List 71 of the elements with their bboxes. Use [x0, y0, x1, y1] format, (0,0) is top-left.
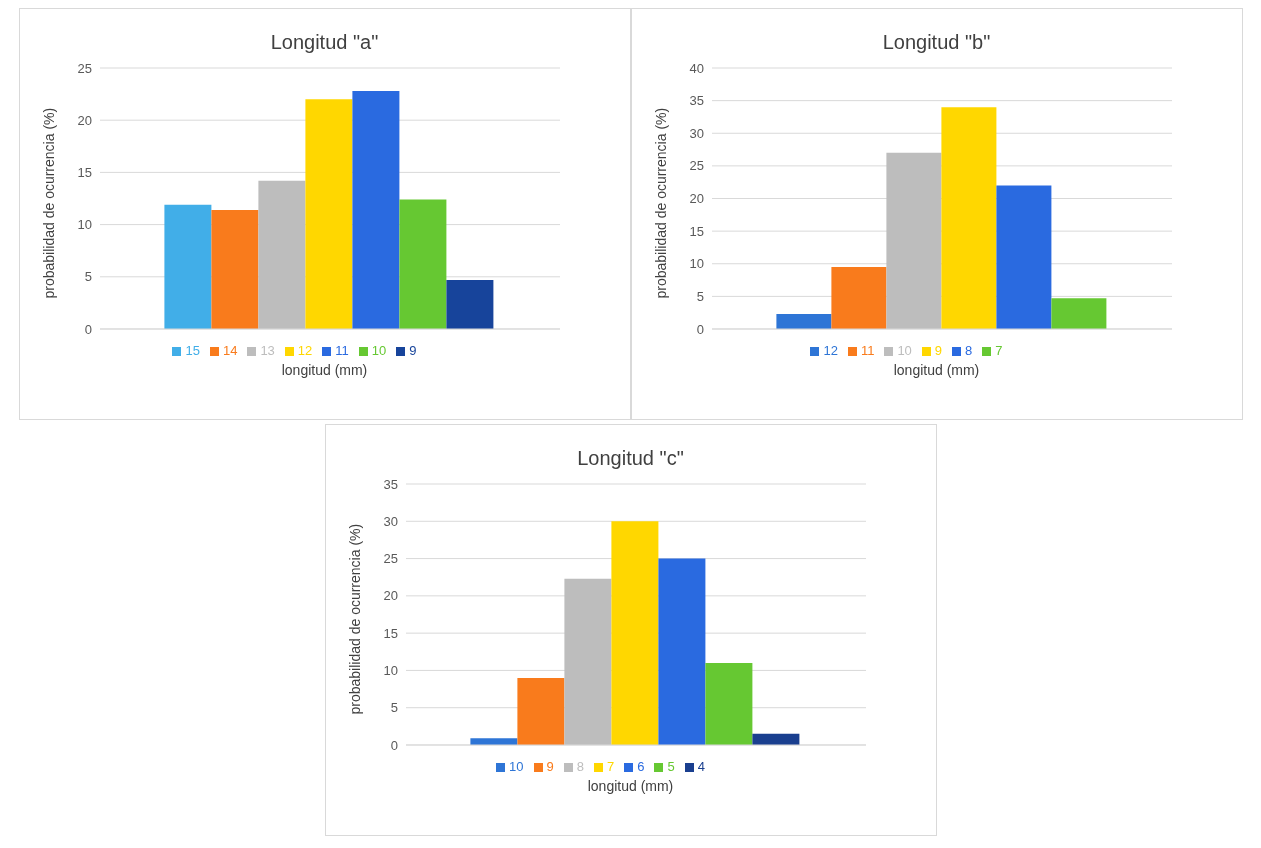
legend-label: 11: [335, 343, 349, 358]
bar: [163, 204, 211, 329]
legend-label: 9: [409, 343, 417, 358]
legend-label: 10: [509, 759, 524, 774]
legend-label: 9: [546, 759, 554, 774]
legend-label: 7: [995, 343, 1003, 358]
chart-title: Longitud "b": [882, 31, 991, 54]
y-tick-label: 10: [77, 217, 92, 233]
y-tick-label: 25: [689, 158, 704, 174]
bar: [304, 99, 352, 329]
bar: [995, 185, 1051, 329]
bar: [398, 199, 446, 329]
legend-label: 12: [297, 343, 313, 358]
legend-label: 9: [934, 343, 943, 358]
bar: [830, 267, 886, 329]
legend-label: 10: [371, 343, 387, 358]
chart-title: Longitud "a": [270, 31, 379, 54]
y-tick-label: 0: [84, 321, 92, 337]
legend-label: 4: [697, 759, 705, 774]
bar: [257, 180, 305, 329]
bar: [885, 152, 941, 329]
bar: [940, 107, 996, 329]
y-tick-label: 15: [383, 625, 398, 641]
y-tick-label: 20: [689, 191, 704, 207]
y-tick-label: 25: [383, 551, 398, 567]
bar: [210, 209, 258, 329]
legend-label: 12: [823, 343, 838, 358]
x-axis-title: longitud (mm): [587, 778, 674, 794]
y-tick-label: 30: [689, 125, 704, 141]
legend-label: 6: [637, 759, 645, 774]
legend-label: 10: [897, 343, 912, 358]
bar: [704, 662, 752, 745]
y-tick-label: 15: [689, 223, 704, 239]
y-tick-label: 35: [383, 476, 398, 492]
y-tick-label: 20: [77, 112, 92, 128]
y-tick-label: 0: [390, 737, 398, 753]
y-tick-label: 5: [390, 700, 398, 716]
y-tick-label: 35: [689, 93, 704, 109]
bar: [469, 738, 517, 745]
y-tick-label: 15: [77, 165, 92, 181]
bar: [610, 521, 658, 745]
chart-title: Longitud "c": [577, 447, 684, 470]
y-tick-label: 5: [696, 288, 704, 304]
bar: [775, 313, 831, 329]
legend-label: 13: [260, 343, 275, 358]
y-tick-label: 10: [383, 663, 398, 679]
y-axis-title: probabilidad de ocurrencia (%): [40, 107, 57, 299]
bar: [445, 279, 493, 329]
y-axis-title: probabilidad de ocurrencia (%): [346, 523, 363, 715]
x-axis-title: longitud (mm): [281, 362, 368, 378]
y-tick-label: 40: [689, 60, 704, 76]
legend-label: 8: [576, 759, 584, 774]
x-axis-title: longitud (mm): [893, 362, 980, 378]
legend-label: 7: [607, 759, 615, 774]
y-tick-label: 10: [689, 256, 704, 272]
bar: [351, 90, 399, 329]
bar: [1050, 298, 1106, 329]
y-tick-label: 0: [696, 321, 704, 337]
y-tick-label: 5: [84, 269, 92, 285]
y-tick-label: 30: [383, 513, 398, 529]
legend-label: 8: [965, 343, 973, 358]
legend-label: 11: [860, 343, 875, 358]
y-tick-label: 25: [77, 60, 92, 76]
bar: [516, 677, 564, 745]
legend-label: 5: [667, 759, 675, 774]
legend-label: 15: [185, 343, 200, 358]
bar: [563, 578, 611, 745]
legend-label: 14: [222, 343, 238, 358]
y-tick-label: 20: [383, 588, 398, 604]
y-axis-title: probabilidad de ocurrencia (%): [652, 107, 669, 299]
bar: [657, 558, 705, 745]
